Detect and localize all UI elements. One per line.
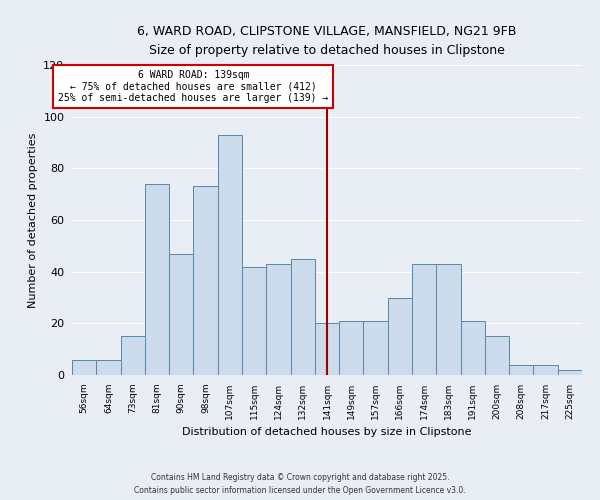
Bar — [388, 298, 412, 375]
Bar — [72, 360, 96, 375]
Title: 6, WARD ROAD, CLIPSTONE VILLAGE, MANSFIELD, NG21 9FB
Size of property relative t: 6, WARD ROAD, CLIPSTONE VILLAGE, MANSFIE… — [137, 25, 517, 57]
Bar — [242, 266, 266, 375]
Y-axis label: Number of detached properties: Number of detached properties — [28, 132, 38, 308]
Bar — [509, 364, 533, 375]
Bar — [485, 336, 509, 375]
Bar — [218, 134, 242, 375]
Bar — [96, 360, 121, 375]
Bar — [290, 259, 315, 375]
X-axis label: Distribution of detached houses by size in Clipstone: Distribution of detached houses by size … — [182, 428, 472, 438]
Bar — [169, 254, 193, 375]
Bar — [193, 186, 218, 375]
Text: Contains HM Land Registry data © Crown copyright and database right 2025.
Contai: Contains HM Land Registry data © Crown c… — [134, 474, 466, 495]
Bar — [121, 336, 145, 375]
Text: 6 WARD ROAD: 139sqm
← 75% of detached houses are smaller (412)
25% of semi-detac: 6 WARD ROAD: 139sqm ← 75% of detached ho… — [58, 70, 329, 103]
Bar — [145, 184, 169, 375]
Bar — [558, 370, 582, 375]
Bar — [533, 364, 558, 375]
Bar — [266, 264, 290, 375]
Bar — [364, 321, 388, 375]
Bar — [436, 264, 461, 375]
Bar — [339, 321, 364, 375]
Bar — [412, 264, 436, 375]
Bar — [315, 324, 339, 375]
Bar — [461, 321, 485, 375]
